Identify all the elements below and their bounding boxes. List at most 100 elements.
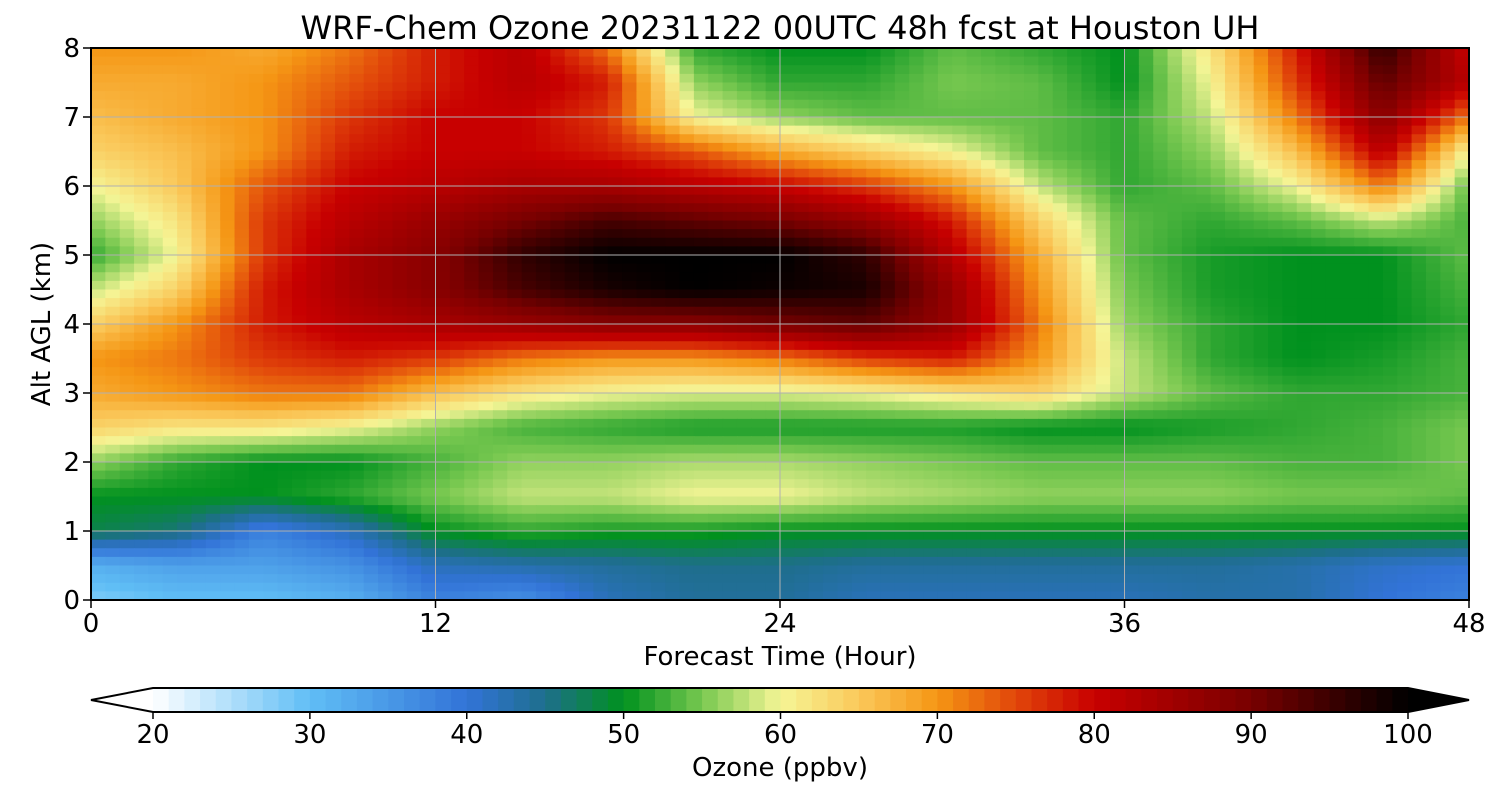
heatmap-cell [507,255,523,265]
heatmap-cell [880,470,896,480]
heatmap-cell [421,151,437,161]
heatmap-cell [392,358,408,368]
heatmap-cell [880,65,896,75]
heatmap-cell [866,393,882,403]
heatmap-cell [1454,289,1469,299]
heatmap-cell [1038,246,1054,256]
heatmap-cell [550,349,566,360]
heatmap-cell [1296,470,1312,480]
heatmap-cell [780,479,796,489]
heatmap-cell [1268,470,1284,480]
heatmap-cell [1325,65,1341,75]
heatmap-cell [263,125,279,135]
heatmap-cell [335,393,351,403]
heatmap-cell [521,220,537,230]
heatmap-cell [1167,186,1183,196]
heatmap-cell [248,332,264,342]
heatmap-cell [1311,246,1327,256]
heatmap-cell [1153,73,1169,84]
heatmap-cell [162,384,178,394]
heatmap-cell [736,358,752,368]
heatmap-cell [378,341,394,351]
heatmap-cell [693,73,709,84]
heatmap-cell [980,393,997,403]
heatmap-cell [1311,418,1327,429]
heatmap-cell [1397,160,1413,170]
heatmap-cell [248,349,264,360]
heatmap-cell [579,332,595,342]
heatmap-cell [679,358,695,368]
heatmap-cell [1196,384,1212,394]
heatmap-cell [708,203,724,213]
heatmap-cell [248,401,264,411]
heatmap-cell [234,306,250,317]
heatmap-cell [1181,65,1197,75]
heatmap-cell [1296,393,1312,403]
heatmap-cell [1138,73,1154,84]
heatmap-cell [507,453,523,463]
heatmap-cell [622,393,638,403]
heatmap-cell [1052,367,1068,377]
heatmap-cell [550,211,566,222]
heatmap-cell [1167,470,1183,480]
heatmap-cell [507,306,523,317]
heatmap-cell [780,142,796,153]
heatmap-cell [1153,168,1169,179]
heatmap-cell [320,255,336,265]
heatmap-cell [650,280,666,291]
heatmap-cell [952,332,968,342]
heatmap-cell [1067,73,1083,84]
heatmap-cell [406,315,422,325]
heatmap-cell [780,194,796,204]
heatmap-cell [636,48,652,58]
heatmap-cell [363,444,379,455]
heatmap-cell [636,306,652,317]
heatmap-cell [550,367,566,377]
heatmap-cell [1110,384,1126,394]
heatmap-cell [780,367,796,377]
heatmap-cell [736,462,752,472]
heatmap-cell [564,203,580,213]
heatmap-cell [765,48,781,58]
heatmap-cell [693,211,709,222]
heatmap-cell [765,367,781,377]
heatmap-cell [1282,177,1298,187]
heatmap-cell [1382,280,1398,291]
heatmap-cell [966,341,982,351]
heatmap-cell [1210,306,1226,317]
heatmap-cell [1095,358,1111,368]
heatmap-cell [909,263,925,273]
heatmap-cell [708,341,724,351]
heatmap-cell [736,91,752,101]
heatmap-cell [1296,117,1312,127]
heatmap-cell [1024,65,1040,75]
heatmap-cell [134,194,150,204]
heatmap-cell [363,65,379,75]
heatmap-cell [119,220,135,230]
heatmap-cell [148,263,164,273]
heatmap-cell [521,246,537,256]
heatmap-cell [1282,134,1298,144]
heatmap-cell [722,263,738,273]
heatmap-cell [1181,427,1197,437]
heatmap-cell [205,108,221,118]
heatmap-cell [1224,56,1241,66]
heatmap-cell [291,134,308,144]
heatmap-cell [177,358,193,368]
heatmap-cell [248,280,264,291]
heatmap-cell [937,436,953,446]
heatmap-cell [191,487,207,498]
heatmap-cell [291,73,308,84]
heatmap-cell [1153,470,1169,480]
heatmap-cell [1167,246,1183,256]
heatmap-cell [1095,470,1111,480]
heatmap-cell [1454,151,1469,161]
heatmap-cell [736,280,752,291]
heatmap-cell [894,117,910,127]
heatmap-cell [492,393,508,403]
heatmap-cell [406,444,422,455]
heatmap-cell [1253,82,1269,92]
heatmap-cell [162,82,178,92]
heatmap-cell [406,479,422,489]
heatmap-cell [751,427,767,437]
